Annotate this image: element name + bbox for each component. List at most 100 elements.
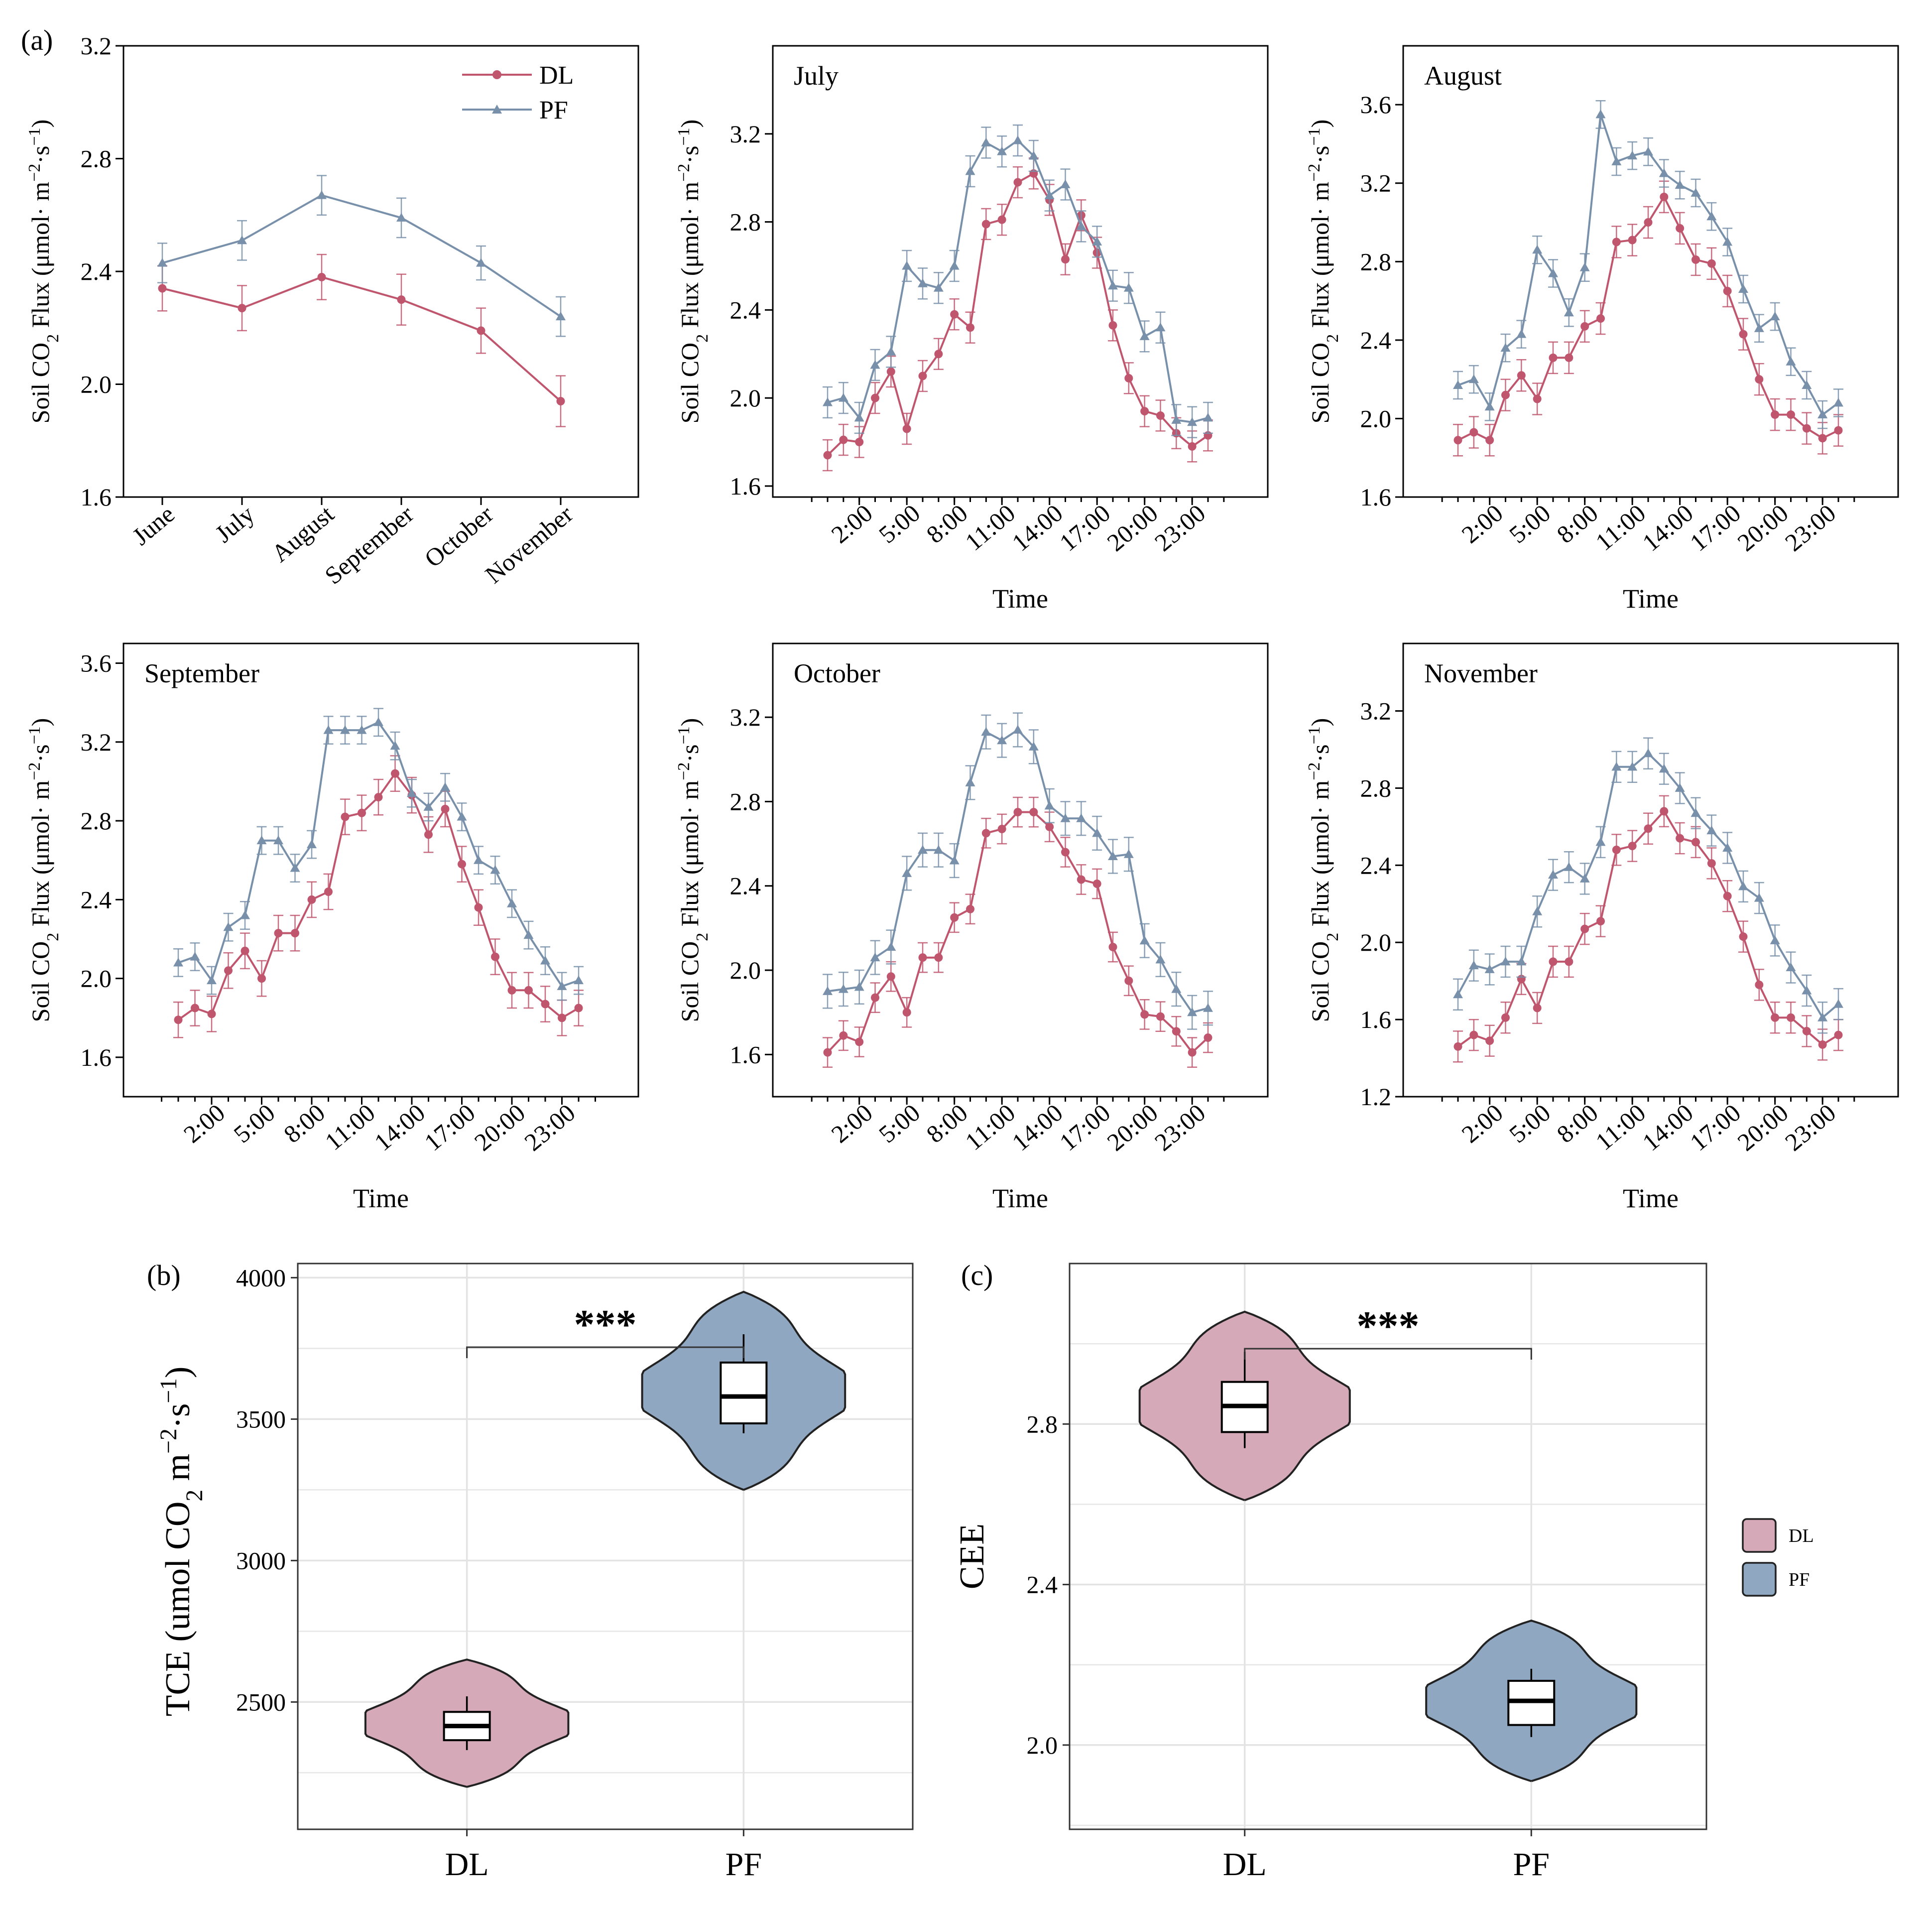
november-PF-point — [1643, 748, 1653, 758]
august-xtick-label: 2:00 — [1456, 499, 1508, 549]
october-xtick-label: 17:00 — [1054, 1099, 1115, 1156]
july-xtick-label: 14:00 — [1006, 499, 1068, 557]
july-xtick-label: 23:00 — [1149, 499, 1210, 557]
august-xtick-label: 17:00 — [1685, 499, 1746, 557]
september-ylabel: Soil CO2 Flux (μmol· m−2·s−1) — [25, 718, 62, 1022]
july-PF-point — [1123, 283, 1134, 292]
monthly-ytick-label: 3.2 — [81, 32, 112, 60]
november-PF-point — [1770, 935, 1780, 944]
october-PF-point — [1108, 851, 1118, 860]
july-PF-point — [838, 393, 848, 402]
august-xtick-label: 23:00 — [1780, 499, 1841, 557]
cee-ytick-label: 2.4 — [1027, 1571, 1058, 1599]
october-DL-point — [1045, 822, 1054, 831]
october-PF-point — [870, 952, 880, 962]
november-ytick-label: 2.0 — [1360, 928, 1392, 956]
november-DL-point — [1660, 807, 1669, 816]
october-PF-point — [918, 845, 928, 854]
august-DL-point — [1580, 322, 1589, 331]
november-ylabel: Soil CO2 Flux (μmol· m−2·s−1) — [1305, 718, 1342, 1022]
july-xtick-label: 17:00 — [1054, 499, 1115, 557]
september-PF-point — [474, 855, 483, 864]
november-title: November — [1424, 658, 1538, 688]
august-DL-point — [1565, 353, 1573, 362]
august-xtick-label: 5:00 — [1504, 499, 1556, 549]
july-title: July — [794, 61, 839, 91]
october-PF-point — [981, 727, 991, 736]
october-PF-point — [1028, 742, 1039, 751]
october-PF-point — [1013, 725, 1023, 734]
monthly-DL-point — [238, 304, 246, 313]
october-DL-point — [918, 953, 927, 962]
october-DL-point — [1013, 808, 1022, 817]
september-PF-line — [178, 721, 579, 988]
november-DL-point — [1628, 842, 1637, 851]
tce-ylabel: TCE (umol CO2 m−2·s−1) — [156, 1367, 208, 1717]
november-PF-point — [1579, 874, 1590, 883]
november-PF-point — [1833, 999, 1843, 1008]
october-PF-point — [1139, 935, 1150, 945]
monthly-ylabel: Soil CO2 Flux (μmol· m−2·s−1) — [25, 120, 62, 424]
cee-significance-label: *** — [1357, 1303, 1420, 1349]
monthly-PF-line — [162, 194, 562, 318]
september-PF-point — [256, 835, 267, 845]
september-PF-point — [457, 812, 467, 821]
july-PF-point — [1139, 331, 1150, 340]
august-DL-point — [1787, 410, 1795, 419]
october-xtick-label: 14:00 — [1006, 1099, 1068, 1156]
october-DL-point — [1188, 1048, 1197, 1057]
august-PF-point — [1754, 323, 1764, 332]
cee-significance-bracket — [1244, 1348, 1532, 1360]
october-ytick-label: 3.2 — [730, 703, 761, 731]
september-DL-point — [374, 793, 383, 802]
october-xlabel: Time — [992, 1183, 1048, 1213]
july-PF-point — [902, 260, 912, 270]
october-PF-point — [1060, 813, 1071, 822]
october-DL-point — [934, 953, 943, 962]
july-DL-point — [1156, 411, 1165, 420]
august-xtick-label: 11:00 — [1590, 499, 1651, 556]
october-PF-point — [886, 942, 896, 951]
august-PF-point — [1675, 180, 1685, 189]
august-ytick-label: 3.6 — [1360, 91, 1392, 119]
september-ytick-label: 2.4 — [81, 886, 112, 913]
august-chart: 1.62.02.42.83.23.62:005:008:0011:0014:00… — [1305, 45, 1899, 614]
october-DL-point — [1077, 875, 1086, 884]
monthly-PF-point — [556, 311, 566, 321]
august-ytick-label: 3.2 — [1360, 169, 1392, 197]
november-DL-point — [1580, 924, 1589, 933]
september-DL-point — [474, 903, 483, 912]
august-ytick-label: 1.6 — [1360, 483, 1392, 511]
november-PF-point — [1564, 862, 1574, 871]
july-ytick-label: 3.2 — [730, 120, 761, 148]
july-DL-point — [950, 310, 959, 319]
november-PF-point — [1548, 870, 1558, 879]
august-ylabel: Soil CO2 Flux (μmol· m−2·s−1) — [1305, 120, 1342, 424]
october-PF-point — [902, 868, 912, 877]
november-DL-point — [1691, 838, 1700, 847]
monthly-xtick-label: June — [127, 500, 180, 551]
october-frame — [772, 642, 1269, 1098]
october-ylabel: Soil CO2 Flux (μmol· m−2·s−1) — [675, 718, 712, 1022]
july-DL-point — [823, 451, 832, 460]
cee-xtick-label: PF — [1513, 1846, 1550, 1883]
august-PF-point — [1643, 146, 1653, 156]
august-PF-point — [1659, 168, 1669, 177]
august-PF-point — [1532, 245, 1543, 254]
august-DL-point — [1691, 255, 1700, 264]
august-DL-point — [1517, 371, 1526, 380]
tce-significance-label: *** — [574, 1301, 637, 1348]
november-xtick-label: 2:00 — [1456, 1099, 1508, 1148]
september-PF-point — [173, 957, 183, 967]
november-PF-point — [1802, 986, 1812, 995]
august-DL-point — [1549, 353, 1558, 362]
november-DL-point — [1565, 957, 1573, 966]
september-DL-point — [324, 888, 333, 896]
july-DL-point — [1108, 321, 1117, 330]
july-DL-point — [855, 438, 864, 447]
september-DL-point — [207, 1010, 216, 1018]
october-DL-point — [997, 824, 1006, 833]
july-ytick-label: 2.8 — [730, 208, 761, 236]
october-DL-point — [1108, 942, 1117, 951]
tce-ytick-label: 3000 — [236, 1546, 286, 1574]
